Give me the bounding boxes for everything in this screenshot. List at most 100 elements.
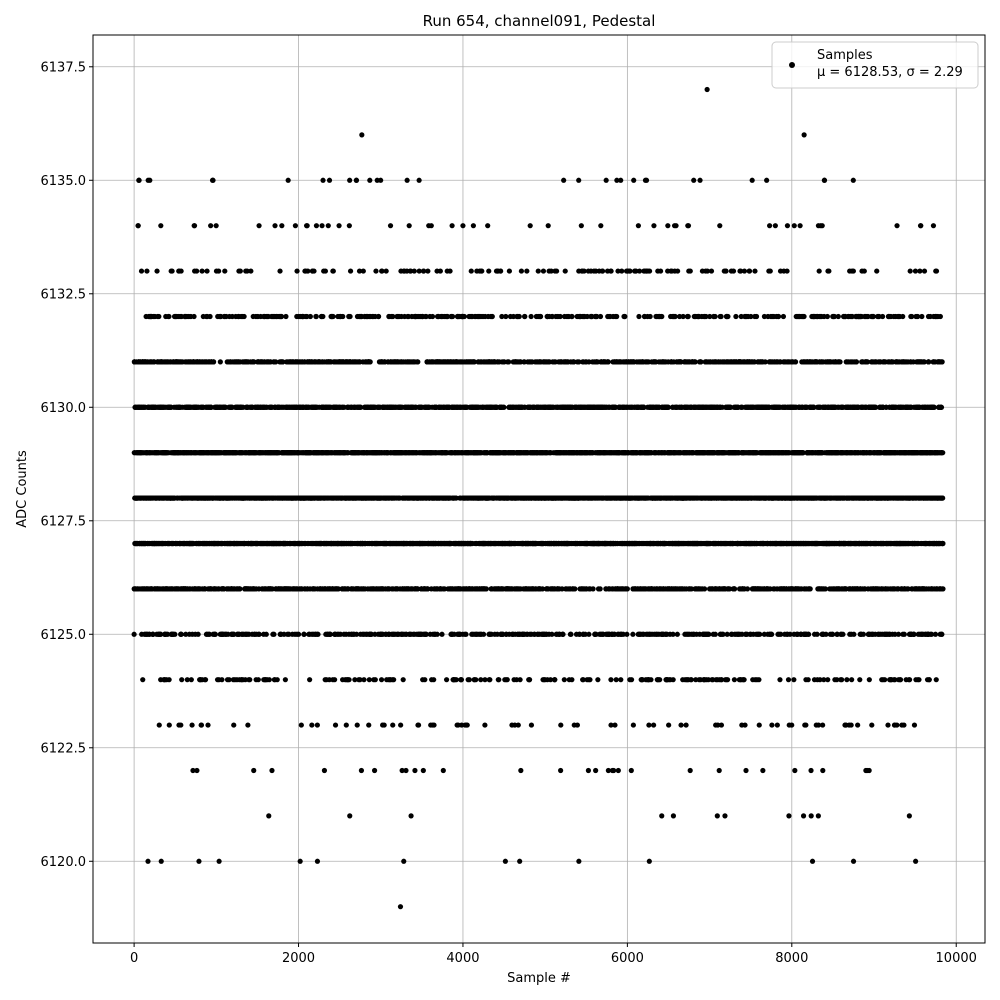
scatter-point bbox=[458, 677, 465, 683]
scatter-point bbox=[205, 722, 211, 728]
scatter-point bbox=[158, 631, 164, 637]
scatter-point bbox=[313, 223, 320, 229]
scatter-point bbox=[285, 177, 291, 183]
scatter-point bbox=[527, 223, 533, 229]
scatter-point bbox=[208, 223, 214, 229]
scatter-point bbox=[277, 268, 283, 274]
scatter-point bbox=[524, 268, 530, 274]
scatter-point bbox=[391, 677, 397, 683]
scatter-point bbox=[191, 313, 197, 320]
scatter-point bbox=[353, 177, 360, 183]
scatter-point bbox=[439, 631, 445, 637]
scatter-point bbox=[314, 722, 320, 728]
scatter-point bbox=[216, 858, 222, 864]
scatter-point bbox=[211, 359, 217, 365]
scatter-point bbox=[485, 223, 491, 229]
scatter-point bbox=[361, 677, 367, 683]
scatter-point bbox=[431, 677, 437, 683]
scatter-point bbox=[367, 359, 373, 365]
scatter-point bbox=[354, 722, 360, 728]
scatter-point bbox=[378, 177, 384, 183]
scatter-point bbox=[191, 223, 198, 229]
scatter-point bbox=[498, 268, 504, 274]
scatter-point bbox=[204, 268, 210, 274]
scatter-point bbox=[266, 677, 272, 683]
scatter-point bbox=[486, 268, 492, 274]
scatter-point bbox=[183, 631, 189, 637]
scatter-point bbox=[440, 767, 446, 774]
scatter-point bbox=[245, 722, 251, 728]
scatter-point bbox=[336, 223, 342, 229]
scatter-point bbox=[358, 767, 365, 774]
scatter-point bbox=[470, 223, 476, 229]
scatter-point bbox=[178, 722, 184, 728]
scatter-point bbox=[309, 722, 315, 728]
scatter-point bbox=[269, 767, 275, 774]
scatter-point bbox=[528, 313, 534, 320]
scatter-point bbox=[347, 313, 353, 320]
scatter-point bbox=[515, 722, 521, 728]
scatter-point bbox=[332, 722, 339, 728]
scatter-point bbox=[411, 268, 417, 274]
scatter-point bbox=[360, 268, 366, 274]
scatter-point bbox=[207, 313, 213, 320]
scatter-point bbox=[447, 268, 453, 274]
scatter-point bbox=[367, 177, 373, 183]
scatter-point bbox=[150, 631, 156, 637]
scatter-point bbox=[517, 677, 523, 683]
scatter-point bbox=[347, 177, 353, 183]
scatter-point bbox=[330, 268, 336, 274]
scatter-point bbox=[408, 813, 414, 819]
scatter-point bbox=[340, 313, 346, 320]
scatter-point bbox=[449, 223, 455, 229]
scatter-point bbox=[466, 677, 472, 683]
scatter-point bbox=[320, 313, 326, 320]
scatter-point bbox=[179, 677, 185, 683]
scatter-point bbox=[453, 677, 459, 683]
scatter-point bbox=[296, 631, 302, 637]
scatter-point bbox=[292, 223, 299, 229]
scatter-point bbox=[237, 586, 243, 592]
scatter-point bbox=[522, 313, 528, 320]
scatter-point bbox=[518, 767, 524, 774]
scatter-point bbox=[366, 722, 372, 728]
scatter-point bbox=[307, 313, 313, 320]
scatter-point bbox=[195, 631, 201, 637]
scatter-point bbox=[366, 677, 372, 683]
scatter-point bbox=[415, 722, 422, 728]
scatter-point bbox=[376, 313, 382, 320]
scatter-point bbox=[501, 404, 507, 410]
scatter-points bbox=[131, 86, 946, 910]
scatter-point bbox=[196, 858, 202, 864]
scatter-point bbox=[158, 223, 164, 229]
scatter-point bbox=[274, 677, 280, 683]
scatter-point bbox=[194, 268, 200, 274]
scatter-point bbox=[256, 631, 262, 637]
scatter-point bbox=[381, 722, 387, 728]
scatter-point bbox=[169, 268, 175, 274]
scatter-point bbox=[320, 177, 326, 183]
scatter-point bbox=[398, 722, 404, 728]
scatter-point bbox=[145, 858, 151, 864]
scatter-point bbox=[322, 268, 329, 274]
scatter-point bbox=[330, 313, 336, 320]
scatter-point bbox=[178, 268, 184, 274]
scatter-point bbox=[482, 722, 488, 728]
scatter-point bbox=[321, 767, 328, 774]
scatter-point bbox=[283, 313, 289, 320]
scatter-point bbox=[325, 223, 331, 229]
scatter-point bbox=[298, 722, 304, 728]
scatter-point bbox=[518, 268, 525, 274]
scatter-point bbox=[189, 722, 195, 728]
scatter-point bbox=[272, 223, 278, 229]
scatter-point bbox=[166, 677, 172, 683]
scatter-point bbox=[216, 268, 222, 274]
scatter-point bbox=[540, 268, 547, 274]
scatter-point bbox=[373, 268, 379, 274]
scatter-point bbox=[138, 268, 145, 274]
scatter-point bbox=[222, 268, 228, 274]
scatter-point bbox=[504, 677, 510, 683]
scatter-point bbox=[412, 767, 418, 774]
scatter-point bbox=[506, 268, 512, 274]
